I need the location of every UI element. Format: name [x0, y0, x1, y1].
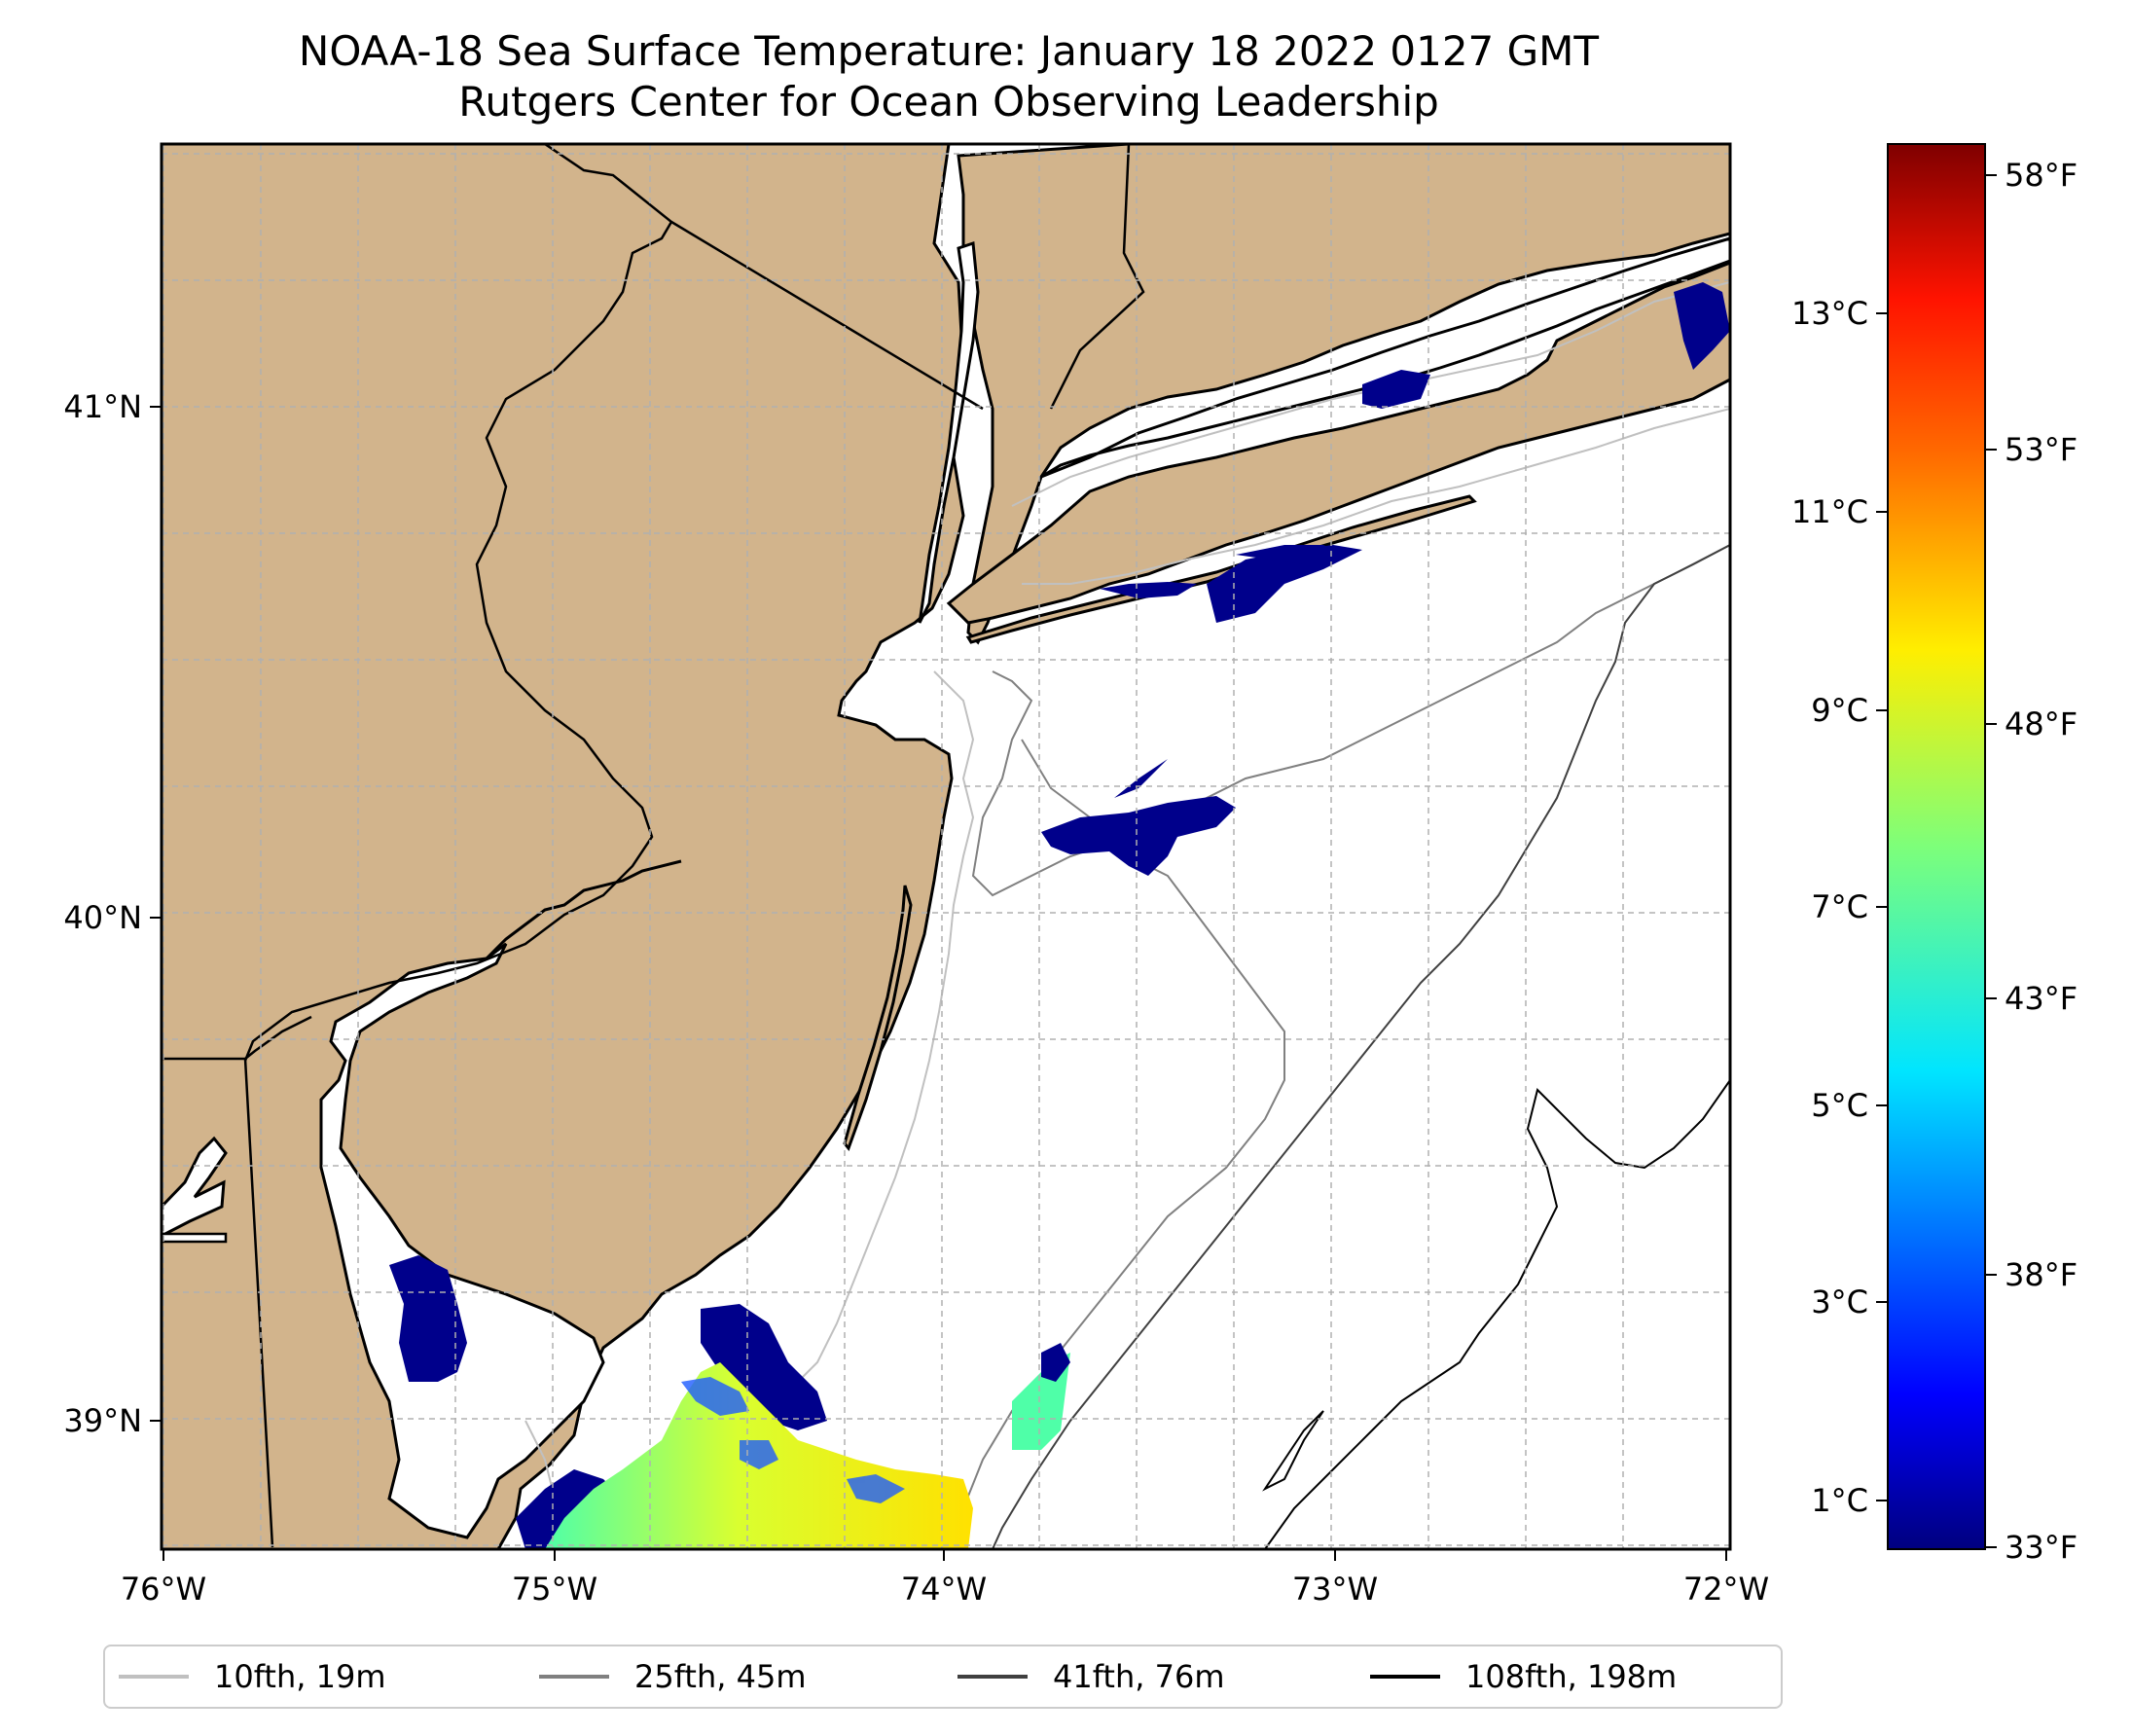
land-long-island: [946, 261, 1730, 625]
colorbar-fahrenheit-ticks: [1985, 174, 1997, 1548]
map-title-line2: Rutgers Center for Ocean Observing Leade…: [458, 78, 1439, 126]
state-border-ny-nj: [670, 220, 984, 411]
long-island-sound: [1040, 236, 1730, 479]
legend-item-108fth: 108fth, 198m: [1370, 1646, 1677, 1707]
colorbar-celsius-label: 5°C: [1811, 1087, 1868, 1124]
colorbar-fahrenheit-label: 53°F: [2005, 431, 2078, 468]
colorbar-celsius-ticks: [1876, 312, 1888, 1501]
lon-tick-label: 73°W: [1292, 1571, 1378, 1608]
map-frame: [160, 142, 1732, 1551]
lat-tick-label: 40°N: [63, 899, 142, 936]
legend-swatch: [1370, 1675, 1440, 1679]
delaware-river: [485, 859, 682, 960]
lon-axis: [163, 1549, 1727, 1561]
lat-tick-label: 39°N: [63, 1402, 142, 1439]
colorbar-celsius-label: 11°C: [1791, 493, 1868, 530]
lon-tick-label: 76°W: [121, 1571, 206, 1608]
colorbar-fahrenheit-label: 43°F: [2005, 980, 2078, 1017]
colorbar-fahrenheit-label: 38°F: [2005, 1256, 2078, 1293]
isobath-legend: 10fth, 19m 25fth, 45m 41fth, 76m 108fth,…: [103, 1645, 1783, 1709]
colorbar-celsius-label: 1°C: [1811, 1482, 1868, 1519]
state-border-ny-ct: [1049, 144, 1145, 410]
legend-item-10fth: 10fth, 19m: [119, 1646, 385, 1707]
legend-swatch: [119, 1675, 189, 1679]
sst-cold-patch-east: [1041, 1343, 1070, 1382]
chesapeake-channel: [162, 1232, 228, 1244]
lon-tick-label: 75°W: [512, 1571, 597, 1608]
legend-label: 25fth, 45m: [634, 1658, 807, 1695]
legend-label: 41fth, 76m: [1053, 1658, 1225, 1695]
nj-barrier-beach: [843, 885, 913, 1152]
chesapeake-inlet: [162, 1136, 228, 1238]
colorbar: [1887, 143, 1986, 1550]
colorbar-celsius-label: 3°C: [1811, 1284, 1868, 1320]
legend-item-25fth: 25fth, 45m: [539, 1646, 806, 1707]
legend-label: 10fth, 19m: [214, 1658, 386, 1695]
map-canvas: [162, 144, 1730, 1549]
lon-tick-label: 72°W: [1683, 1571, 1769, 1608]
land-long-island-ct: [957, 144, 1730, 645]
sst-blue-bands: [681, 1377, 905, 1503]
lon-tick-label: 74°W: [901, 1571, 987, 1608]
state-border-de-md: [244, 1015, 312, 1060]
isobath-108fth: [1262, 1079, 1730, 1549]
colorbar-celsius-label: 9°C: [1811, 692, 1868, 729]
delaware-bay: [319, 942, 605, 1539]
map-title-line1: NOAA-18 Sea Surface Temperature: January…: [298, 27, 1600, 75]
colorbar-fahrenheit-label: 58°F: [2005, 157, 2078, 194]
state-border-pa-nj: [243, 144, 673, 1062]
lat-axis: [150, 406, 162, 1422]
hudson-river: [918, 240, 980, 624]
isobath-41fth: [992, 544, 1730, 1549]
colorbar-fahrenheit-label: 48°F: [2005, 705, 2078, 742]
grid-lines: [162, 144, 1730, 1549]
legend-item-41fth: 41fth, 76m: [958, 1646, 1224, 1707]
legend-swatch: [958, 1675, 1028, 1679]
colorbar-celsius-label: 7°C: [1811, 888, 1868, 925]
lat-tick-label: 41°N: [63, 388, 142, 425]
legend-swatch: [539, 1675, 609, 1679]
colorbar-celsius-label: 13°C: [1791, 295, 1868, 332]
colorbar-fahrenheit-label: 33°F: [2005, 1529, 2078, 1566]
legend-label: 108fth, 198m: [1465, 1658, 1678, 1695]
